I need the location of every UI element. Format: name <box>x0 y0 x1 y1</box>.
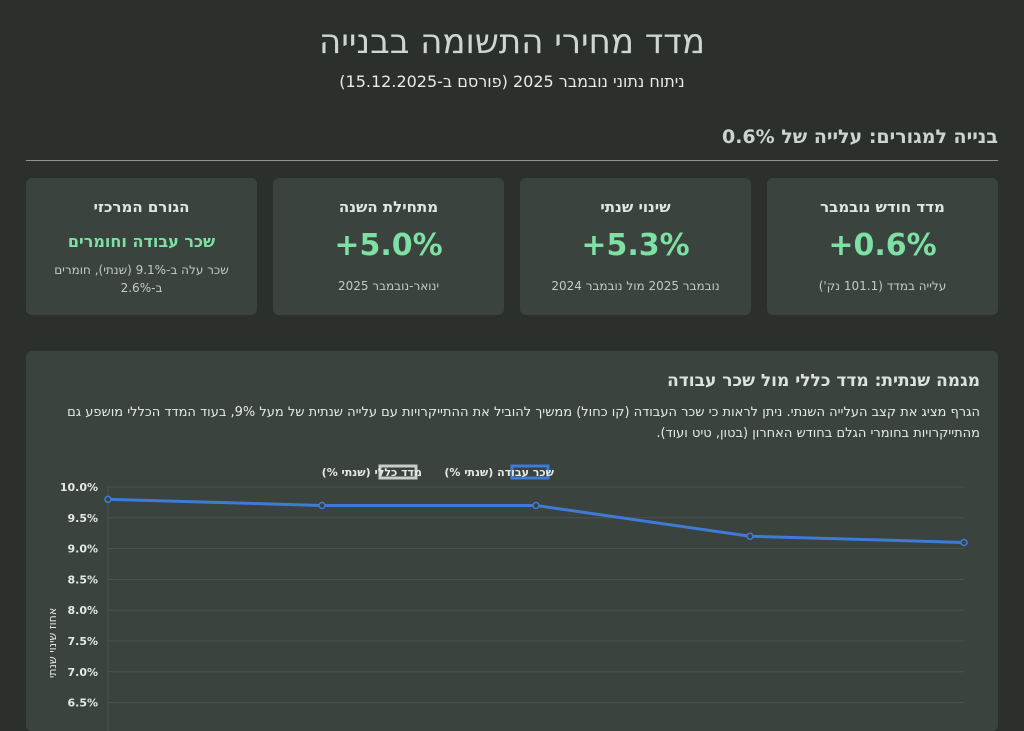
y-tick-label: 8.0% <box>67 604 98 617</box>
kpi-value: +5.0% <box>334 228 443 263</box>
kpi-label: הגורם המרכזי <box>93 198 190 216</box>
section-title: בנייה למגורים: עלייה של 0.6% <box>721 126 998 148</box>
y-axis-label: אחוז שינוי שנתי <box>46 608 59 678</box>
kpi-value: שכר עבודה וחומרים <box>67 232 216 251</box>
y-tick-label: 10.0% <box>60 481 98 494</box>
data-point <box>746 532 754 541</box>
kpi-value: +0.6% <box>828 228 937 263</box>
trend-chart: 10.0% 9.5% 9.0% 8.5% 8.0% 7.5% 7.0% 6.5% אחוז שי… <box>46 464 968 731</box>
page-subtitle: ניתוח נתוני נובמבר 2025 (פורסם ב-15.12.2… <box>339 72 685 91</box>
trend-panel: מגמה שנתית: מדד כללי מול שכר עבודה הגרף … <box>26 351 998 731</box>
kpi-card-annual: שינוי שנתי +5.3% נובמבר 2025 מול נובמבר … <box>520 178 751 315</box>
data-point <box>318 501 326 510</box>
kpi-card-main-factor: הגורם המרכזי שכר עבודה וחומרים שכר עלה ב… <box>26 178 257 315</box>
kpi-note: שכר עלה ב-9.1% (שנתי), חומרים ב-2.6% <box>54 263 229 295</box>
y-tick-label: 7.0% <box>67 666 98 679</box>
kpi-note: ינואר-נובמבר 2025 <box>337 279 440 293</box>
y-tick-label: 6.5% <box>67 697 98 710</box>
section-divider <box>26 160 998 161</box>
kpi-cards: מדד חודש נובמבר +0.6% עלייה במדד (101.1 … <box>26 178 998 315</box>
panel-title: מגמה שנתית: מדד כללי מול שכר עבודה <box>667 371 980 391</box>
kpi-label: מדד חודש נובמבר <box>820 198 945 216</box>
kpi-label: מתחילת השנה <box>338 198 439 216</box>
legend-label: שכר עבודה (שנתי %) <box>444 466 554 479</box>
data-point <box>532 501 540 510</box>
legend-label: מדד כללי (שנתי %) <box>322 466 422 479</box>
y-tick-label: 9.5% <box>67 512 98 525</box>
kpi-note: נובמבר 2025 מול נובמבר 2024 <box>551 279 720 293</box>
panel-description: הגרף מציג את קצב העלייה השנתי. ניתן לראו… <box>67 405 980 441</box>
kpi-label: שינוי שנתי <box>600 198 671 216</box>
y-tick-label: 7.5% <box>67 635 98 648</box>
page-title: מדד מחירי התשומה בבנייה <box>319 22 705 62</box>
data-point <box>104 495 112 504</box>
kpi-card-ytd: מתחילת השנה +5.0% ינואר-נובמבר 2025 <box>273 178 504 315</box>
legend-swatch <box>510 464 550 480</box>
kpi-note: עלייה במדד (101.1 נק') <box>818 279 947 293</box>
kpi-value: +5.3% <box>581 228 690 263</box>
kpi-card-monthly: מדד חודש נובמבר +0.6% עלייה במדד (101.1 … <box>767 178 998 315</box>
page: מדד מחירי התשומה בבנייה ניתוח נתוני נובמ… <box>26 22 998 731</box>
data-point <box>960 538 968 547</box>
legend-swatch <box>378 464 418 480</box>
y-tick-label: 8.5% <box>67 573 98 586</box>
y-tick-label: 9.0% <box>67 543 98 556</box>
